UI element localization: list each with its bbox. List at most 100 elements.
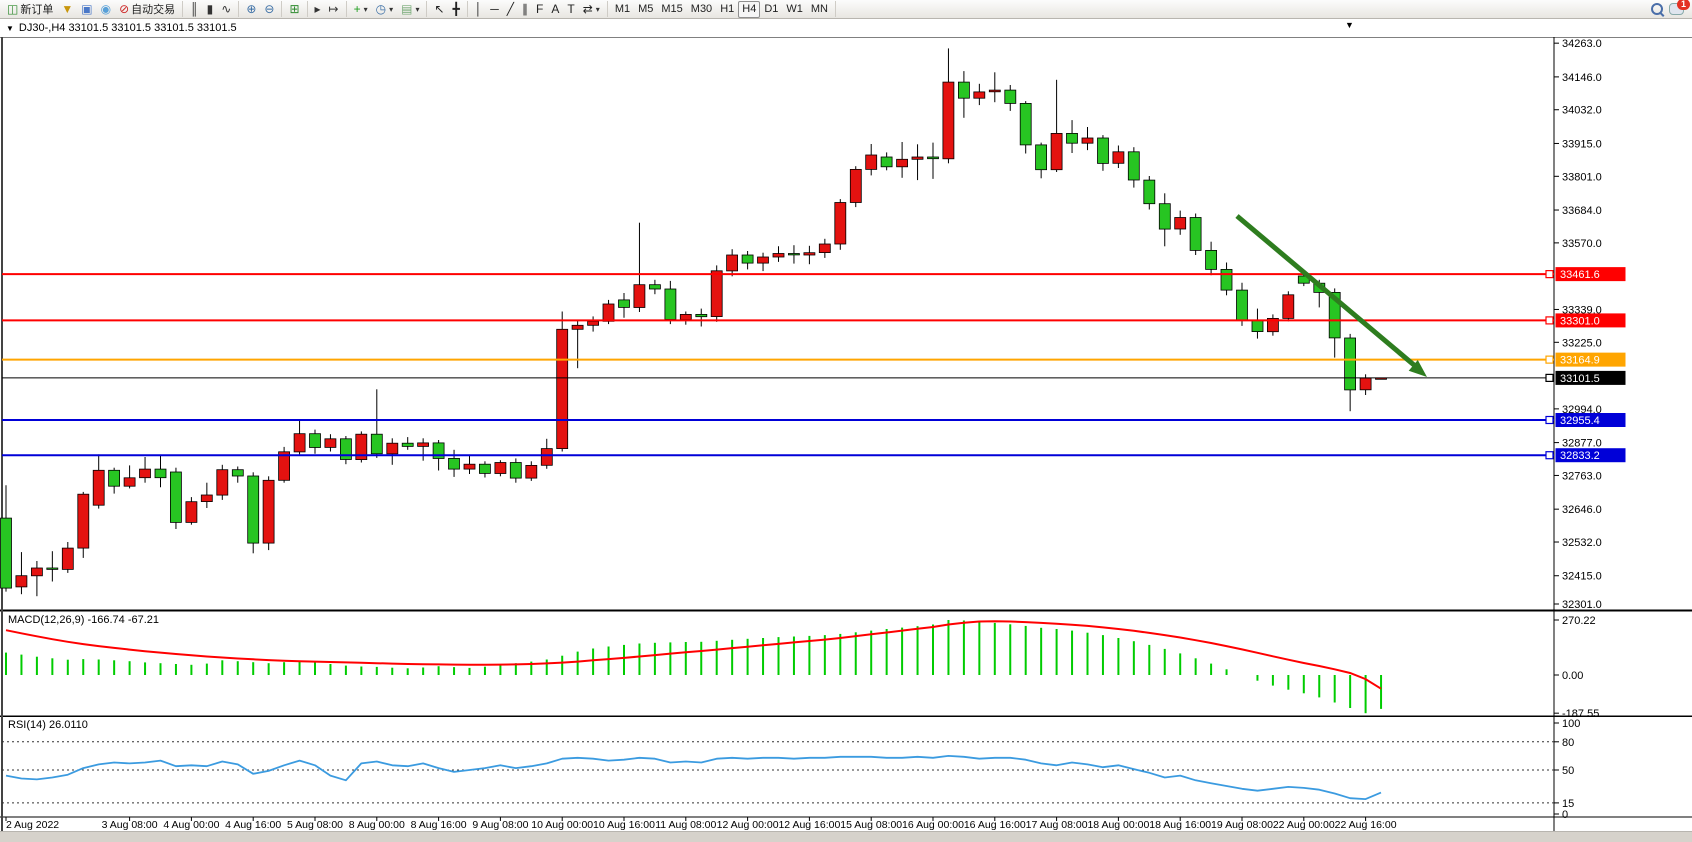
vertical-line-button[interactable]: │ — [471, 1, 487, 18]
macd-histogram — [5, 620, 1383, 714]
arrows-button[interactable]: ⇄ ▾ — [579, 1, 604, 18]
timeframe-h4-button[interactable]: H4 — [738, 0, 761, 18]
macd-axis-label: 0.00 — [1562, 670, 1583, 682]
horizontal-line-button[interactable]: ─ — [486, 1, 503, 18]
autotrading-button-label: 自动交易 — [131, 4, 176, 16]
price-tag — [1555, 352, 1626, 367]
chart-menu-icon[interactable]: ▼ — [6, 23, 14, 33]
candle-body — [633, 284, 646, 308]
rsi-axis-label: 50 — [1562, 765, 1574, 777]
time-label: 18 Aug 00:00 — [1087, 819, 1149, 831]
zoom-out-icon: ⊖ — [264, 2, 275, 16]
timeframe-m1-button[interactable]: M1 — [614, 3, 631, 15]
notifications-icon[interactable]: 1 — [1669, 0, 1690, 15]
candle-body — [15, 575, 28, 588]
rsi-axis-label: 15 — [1562, 798, 1574, 810]
rsi-label: RSI(14) 26.0110 — [8, 719, 88, 731]
candle-body — [1251, 319, 1264, 333]
candle-body — [92, 469, 105, 506]
timeframe-m15-button[interactable]: M15 — [661, 3, 683, 15]
trendline-button[interactable]: ╱ — [503, 1, 518, 18]
periods-button[interactable]: ◷ ▾ — [372, 1, 398, 18]
channel-button[interactable]: ∥ — [518, 1, 532, 18]
line-chart-icon: ∿ — [221, 2, 232, 16]
candle-body — [247, 475, 260, 544]
new-order-button[interactable]: ◫ 新订单 — [3, 1, 57, 18]
candle-body — [448, 457, 460, 470]
timeframe-h1-button[interactable]: H1 — [720, 3, 735, 15]
cursor-button[interactable]: ↖ — [430, 1, 448, 18]
axis-tick-label: 34146.0 — [1562, 72, 1602, 84]
funnel-icon: ▼ — [61, 2, 74, 16]
candle-body — [401, 442, 414, 447]
candle-body — [463, 463, 476, 470]
label-button[interactable]: T — [563, 1, 578, 18]
time-label: 17 Aug 08:00 — [1026, 819, 1088, 831]
tile-windows-button[interactable]: ⊞ — [285, 1, 303, 18]
candle-body — [710, 270, 723, 317]
time-label: 10 Aug 16:00 — [593, 819, 655, 831]
text-button[interactable]: A — [547, 1, 563, 18]
zoom-in-icon: ⊕ — [246, 2, 257, 16]
candle-body — [880, 156, 893, 168]
toolbar-right: 1 — [1651, 0, 1692, 15]
axis-tick-label: 34032.0 — [1562, 105, 1602, 117]
time-label: 4 Aug 00:00 — [163, 819, 219, 831]
candle-body — [30, 567, 43, 577]
chart-shift-marker-icon[interactable]: ▼ — [1345, 20, 1354, 30]
candle-body — [1205, 249, 1217, 270]
bars-chart-button[interactable]: ║ — [186, 1, 203, 18]
candle-body — [834, 202, 847, 245]
notification-badge: 1 — [1677, 0, 1690, 10]
candle-body — [1097, 137, 1109, 164]
candle-body — [355, 433, 368, 461]
timeframe-m5-button[interactable]: M5 — [638, 3, 654, 15]
horizontal-line-icon: ─ — [490, 2, 499, 16]
fibonacci-button[interactable]: F — [532, 1, 547, 18]
axis-tick-label: 32763.0 — [1562, 470, 1602, 482]
chart-shift-button[interactable]: ↦ — [325, 1, 343, 18]
price-tag — [1555, 313, 1626, 328]
candle-body — [896, 158, 908, 168]
experts-button[interactable]: ▣ — [77, 1, 96, 18]
autotrading-button[interactable]: ⊘ 自动交易 — [115, 1, 179, 18]
timeframe-mn-button[interactable]: MN — [810, 3, 828, 15]
candles-chart-button[interactable]: ▮ — [203, 1, 218, 18]
timeframe-d1-button[interactable]: D1 — [764, 3, 779, 15]
timeframe-m30-button[interactable]: M30 — [690, 3, 713, 15]
candle-body — [123, 477, 136, 487]
indicators-button[interactable]: + ▾ — [350, 1, 372, 18]
candle-body — [370, 433, 383, 455]
line-chart-button[interactable]: ∿ — [217, 1, 235, 18]
candle-body — [818, 243, 831, 254]
signals-button[interactable]: ◉ — [97, 1, 115, 18]
search-icon[interactable] — [1651, 3, 1663, 15]
candle-body — [927, 156, 939, 160]
crosshair-button[interactable]: ╋ — [449, 1, 464, 18]
zoom-out-button[interactable]: ⊖ — [260, 1, 278, 18]
templates-button[interactable]: ▤ ▾ — [397, 1, 423, 18]
chart-title-bar[interactable]: ▼ DJ30-,H4 33101.5 33101.5 33101.5 33101… — [0, 19, 1692, 37]
trend-arrow[interactable] — [1235, 214, 1416, 367]
price-tag-value: 33461.6 — [1560, 269, 1600, 281]
candle-body — [788, 253, 800, 256]
auto-scroll-button[interactable]: ▸ — [311, 1, 325, 18]
new-order-icon: ◫ — [7, 2, 19, 16]
crosshair-icon: ╋ — [452, 2, 460, 16]
axis-tick-label: 32415.0 — [1562, 571, 1602, 583]
candle-body — [262, 479, 275, 544]
funnel-button[interactable]: ▼ — [57, 1, 77, 18]
zoom-in-button[interactable]: ⊕ — [242, 1, 260, 18]
timeframe-w1-button[interactable]: W1 — [786, 3, 803, 15]
candle-body — [1050, 132, 1063, 171]
text-icon: A — [551, 2, 560, 16]
chart-shift-icon: ↦ — [328, 2, 339, 16]
time-label: 19 Aug 08:00 — [1211, 819, 1273, 831]
candle-body — [108, 469, 120, 487]
candle-body — [849, 168, 862, 203]
macd-signal-line — [5, 620, 1382, 690]
candle-body — [587, 320, 599, 326]
price-tag-value: 33164.9 — [1560, 355, 1600, 367]
candle-body — [1189, 217, 1202, 251]
